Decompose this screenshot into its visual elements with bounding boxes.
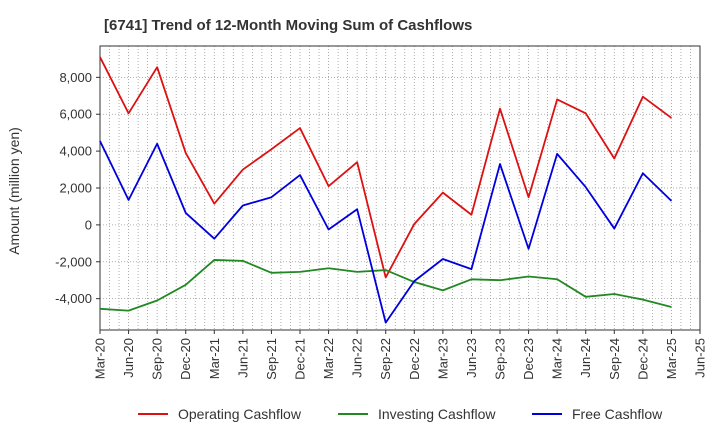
x-tick-label: Jun-21 [235,338,250,378]
chart-title: [6741] Trend of 12-Month Moving Sum of C… [104,17,472,34]
x-tick-label: Mar-25 [664,338,679,379]
y-axis-label: Amount (million yen) [6,127,22,255]
legend-item-operating-cashflow: Operating Cashflow [138,406,302,422]
legend-item-free-cashflow: Free Cashflow [532,406,663,422]
legend-label: Free Cashflow [572,406,663,422]
x-tick-label: Sep-21 [264,338,279,380]
x-tick-label: Jun-20 [121,338,136,378]
x-tick-label: Sep-23 [493,338,508,380]
y-tick-label: -4,000 [55,291,92,306]
x-tick-label: Jun-23 [464,338,479,378]
series-line-investing-cashflow [99,259,672,312]
x-tick-label: Sep-24 [607,338,622,380]
grid [99,46,701,330]
x-tick-label: Dec-21 [293,338,308,380]
y-tick-label: -2,000 [55,254,92,269]
x-tick-label: Mar-22 [321,338,336,379]
y-axis: -4,000 -2,000 0 2,000 4,000 6,000 8,000 [55,70,100,306]
y-tick-label: 8,000 [59,70,92,85]
x-axis: Mar-20 Jun-20 Sep-20 Dec-20 Mar-21 Jun-21 Sep-… [93,330,708,380]
series-line-free-cashflow [99,140,673,324]
x-tick-label: Dec-24 [635,338,650,380]
legend-label: Operating Cashflow [178,406,302,422]
x-tick-label: Jun-25 [693,338,708,378]
series-lines [99,56,673,324]
series-line-operating-cashflow [99,56,672,279]
y-tick-label: 4,000 [59,144,92,159]
x-tick-label: Sep-20 [150,338,165,380]
legend-label: Investing Cashflow [378,406,496,422]
x-tick-label: Jun-22 [350,338,365,378]
x-tick-label: Dec-23 [521,338,536,380]
x-tick-label: Mar-24 [550,338,565,379]
y-tick-label: 0 [85,217,92,232]
x-tick-label: Mar-23 [435,338,450,379]
x-tick-label: Dec-22 [407,338,422,380]
legend: Operating Cashflow Investing Cashflow Free… [138,406,663,422]
y-tick-label: 6,000 [59,107,92,122]
x-tick-label: Jun-24 [578,338,593,378]
x-tick-label: Mar-20 [93,338,108,379]
y-tick-label: 2,000 [59,181,92,196]
x-tick-label: Mar-21 [207,338,222,379]
x-tick-label: Sep-22 [378,338,393,380]
legend-item-investing-cashflow: Investing Cashflow [338,406,496,422]
x-tick-label: Dec-20 [178,338,193,380]
